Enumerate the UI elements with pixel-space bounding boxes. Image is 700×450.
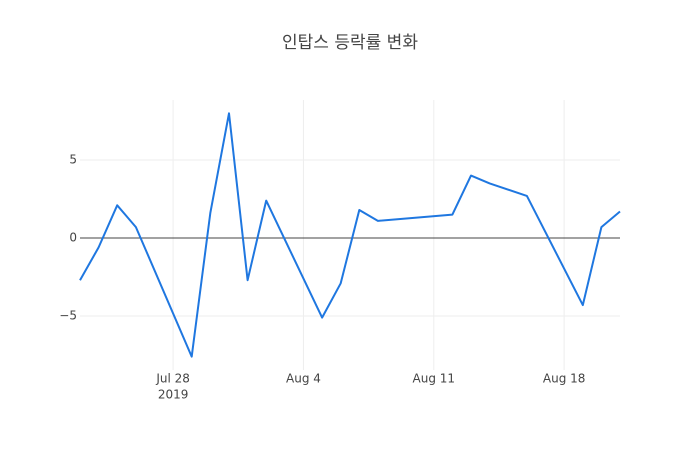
y-tick-label: −5 xyxy=(59,309,77,323)
line-series xyxy=(79,112,621,358)
x-tick-label: Aug 18 xyxy=(543,372,586,386)
y-tick-label: 5 xyxy=(69,153,77,167)
x-tick-year: 2019 xyxy=(158,388,189,402)
x-tick-label: Aug 4 xyxy=(286,372,321,386)
chart-title: 인탑스 등락률 변화 xyxy=(282,33,418,53)
x-tick-label: Aug 11 xyxy=(413,372,456,386)
y-tick-label: 0 xyxy=(69,231,77,245)
x-tick-label: Jul 28 xyxy=(155,372,190,386)
